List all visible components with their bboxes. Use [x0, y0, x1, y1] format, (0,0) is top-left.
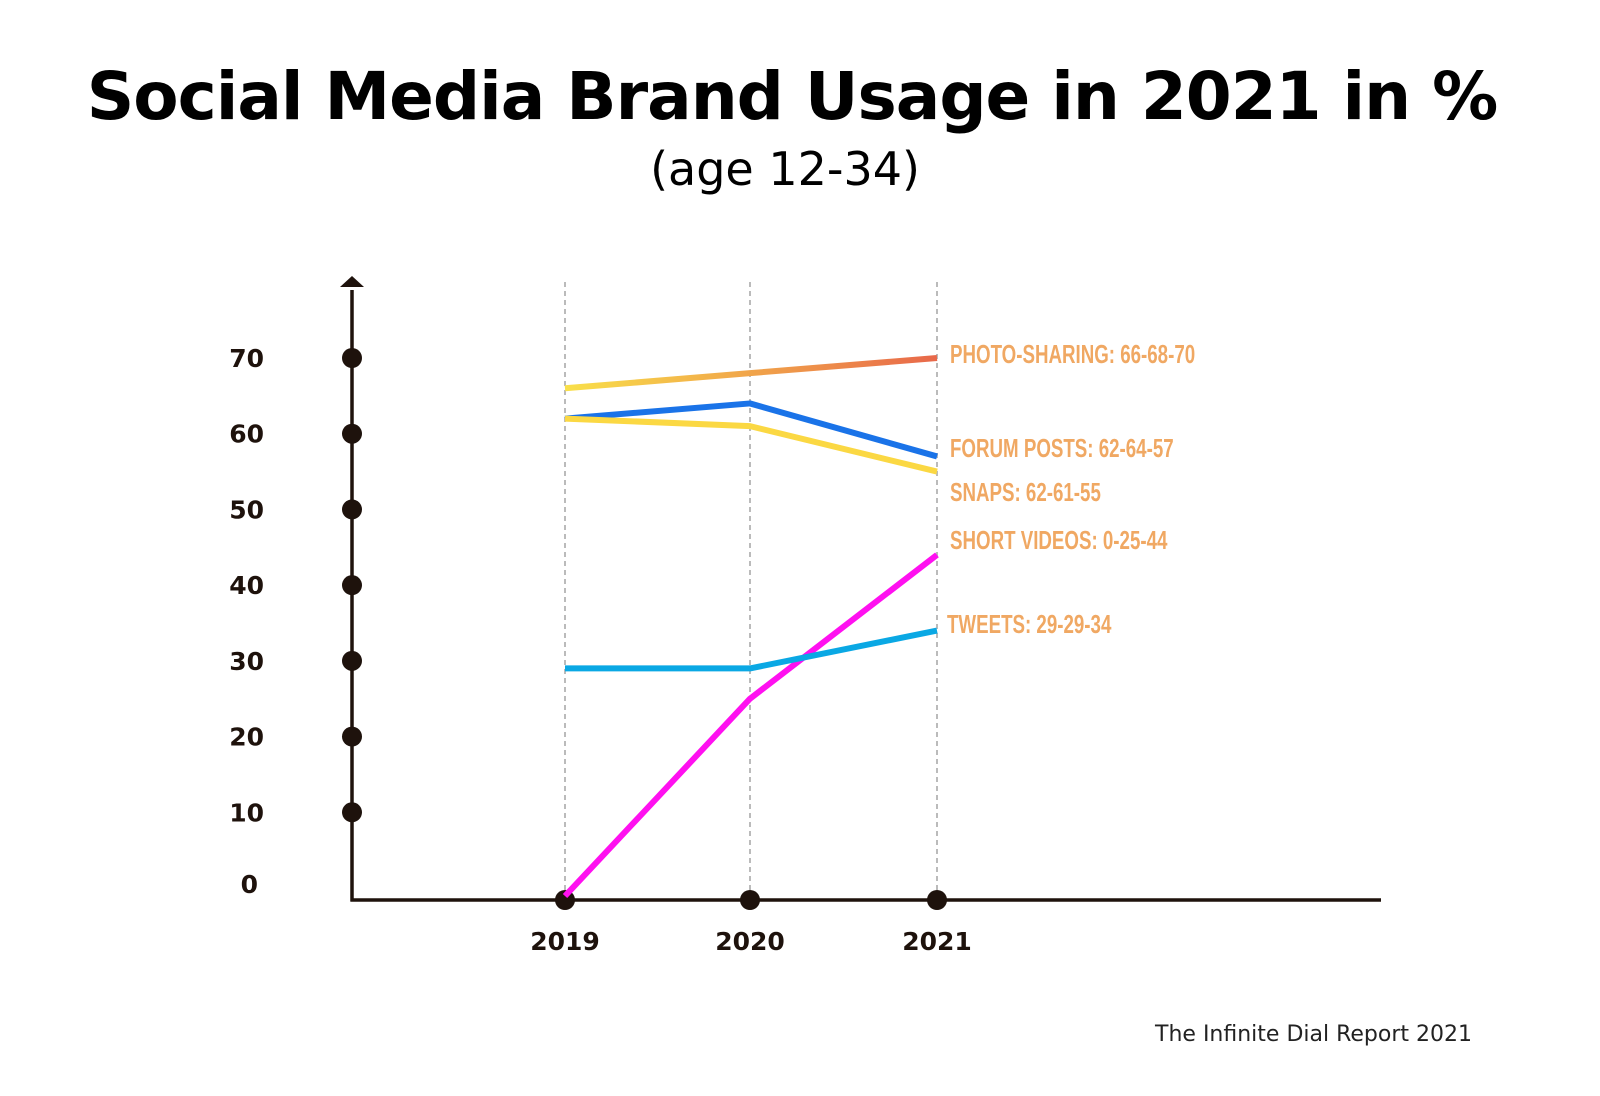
series-label: SNAPS: 62-61-55 — [950, 477, 1101, 507]
series-label: SHORT VIDEOS: 0-25-44 — [950, 525, 1168, 555]
y-tick-label-70: 70 — [229, 344, 264, 373]
y-tick-label-60: 60 — [229, 420, 264, 449]
series-line-2 — [564, 415, 938, 475]
y-tick-label-0: 0 — [241, 870, 258, 899]
y-tick-label-10: 10 — [229, 798, 264, 827]
y-tick-dot-70 — [342, 348, 362, 368]
series-line-3 — [562, 552, 939, 899]
series-line-4 — [565, 627, 938, 672]
chart-subtitle: (age 12-34) — [650, 142, 920, 196]
y-tick-dot-40 — [342, 575, 362, 596]
series-label: FORUM POSTS: 62-64-57 — [950, 433, 1174, 463]
x-tick-label-2019: 2019 — [530, 927, 600, 956]
series-label: TWEETS: 29-29-34 — [947, 609, 1112, 639]
y-tick-dot-30 — [342, 650, 362, 671]
y-tick-label-40: 40 — [229, 571, 264, 600]
series-label: PHOTO-SHARING: 66-68-70 — [950, 339, 1196, 369]
y-axis-arrow-icon — [340, 276, 364, 287]
y-tick-dot-20 — [342, 726, 362, 747]
y-tick-dot-60 — [342, 423, 362, 444]
x-tick-label-2021: 2021 — [902, 927, 972, 956]
chart-title: Social Media Brand Usage in 2021 in % — [86, 58, 1499, 135]
y-tick-label-30: 30 — [229, 647, 264, 676]
series-line-0 — [564, 355, 938, 392]
x-tick-label-2020: 2020 — [715, 927, 785, 956]
source-note: The Infinite Dial Report 2021 — [1155, 1022, 1472, 1047]
y-tick-label-50: 50 — [229, 495, 264, 524]
y-tick-dot-50 — [342, 499, 362, 520]
series-line-1 — [564, 400, 938, 460]
y-tick-dot-10 — [342, 802, 362, 823]
x-tick-dot-2020 — [740, 890, 760, 910]
y-tick-label-20: 20 — [229, 723, 264, 752]
x-tick-dot-2021 — [927, 890, 947, 910]
